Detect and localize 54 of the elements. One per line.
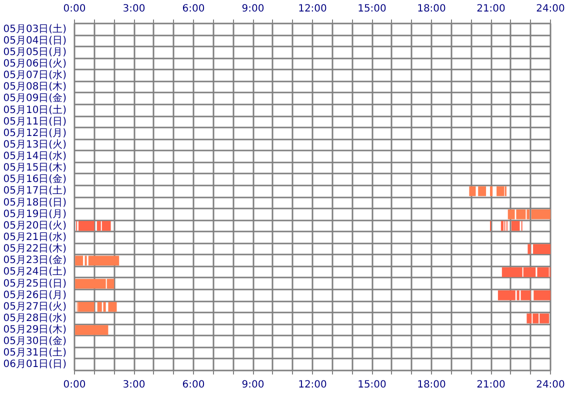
x2-tick-label: 9:00 — [242, 380, 264, 390]
x2-tick-label: 3:00 — [122, 380, 146, 390]
y-tick-label: 05月18日(日) — [3, 197, 67, 208]
y-tick-label: 05月17日(土) — [3, 184, 67, 197]
y-tick-label: 05月11日(日) — [3, 116, 67, 128]
y-tick-label: 05月24日(土) — [3, 266, 67, 278]
bar — [108, 302, 117, 312]
y-tick-label: 05月03日(土) — [3, 22, 67, 35]
y-tick-label: 05月22日(木) — [3, 242, 67, 255]
x-tick-label: 9:00 — [242, 4, 264, 14]
y-tick-label: 05月27日(火) — [3, 300, 67, 312]
x2-tick-label: 0:00 — [63, 380, 86, 390]
y-tick-label: 06月01日(日) — [3, 359, 67, 370]
y-tick-label: 05月20日(火) — [3, 219, 67, 232]
y-tick-label: 05月07日(水) — [3, 69, 67, 82]
x2-tick-label: 15:00 — [358, 380, 386, 390]
y-tick-label: 05月29日(木) — [3, 324, 67, 336]
x-tick-label: 3:00 — [122, 4, 146, 14]
y-tick-label: 05月31日(土) — [3, 346, 67, 359]
y-tick-label: 05月14日(水) — [3, 150, 67, 162]
y-tick-label: 05月06日(火) — [3, 57, 67, 70]
y-tick-label: 05月23日(金) — [3, 254, 67, 266]
x2-tick-label: 6:00 — [182, 380, 205, 390]
y-tick-label: 05月28日(水) — [3, 312, 67, 324]
bar — [500, 221, 504, 231]
x2-tick-label: 12:00 — [298, 380, 327, 390]
y-tick-label: 05月19日(月) — [3, 208, 67, 220]
y-tick-label: 05月25日(日) — [3, 278, 67, 290]
x2-tick-label: 21:00 — [476, 380, 506, 390]
x-tick-label: 12:00 — [298, 4, 327, 14]
y-tick-label: 05月09日(金) — [3, 92, 67, 104]
bar — [75, 325, 108, 335]
x2-tick-label: 24:00 — [536, 380, 565, 390]
bar — [75, 256, 84, 266]
x-tick-label: 24:00 — [536, 4, 565, 14]
bar — [511, 221, 520, 231]
y-tick-label: 05月08日(木) — [3, 80, 67, 93]
x-tick-label: 21:00 — [476, 4, 506, 14]
x-tick-label: 0:00 — [63, 4, 86, 14]
x-tick-label: 15:00 — [358, 4, 386, 14]
y-tick-label: 05月30日(金) — [3, 335, 67, 348]
y-tick-label: 05月15日(木) — [3, 162, 67, 174]
y-tick-label: 05月21日(水) — [3, 230, 67, 243]
y-tick-label: 05月12日(月) — [3, 128, 67, 139]
bar — [469, 186, 476, 196]
x-tick-label: 6:00 — [182, 4, 205, 14]
y-tick-label: 05月05日(月) — [3, 46, 67, 58]
y-tick-label: 05月10日(土) — [3, 104, 67, 116]
y-tick-label: 05月13日(火) — [3, 138, 67, 150]
y-tick-label: 05月26日(月) — [3, 290, 67, 301]
y-tick-label: 05月16日(金) — [3, 173, 67, 186]
y-tick-label: 05月04日(日) — [3, 35, 67, 46]
x-tick-label: 18:00 — [417, 4, 446, 14]
x2-tick-label: 18:00 — [417, 380, 446, 390]
